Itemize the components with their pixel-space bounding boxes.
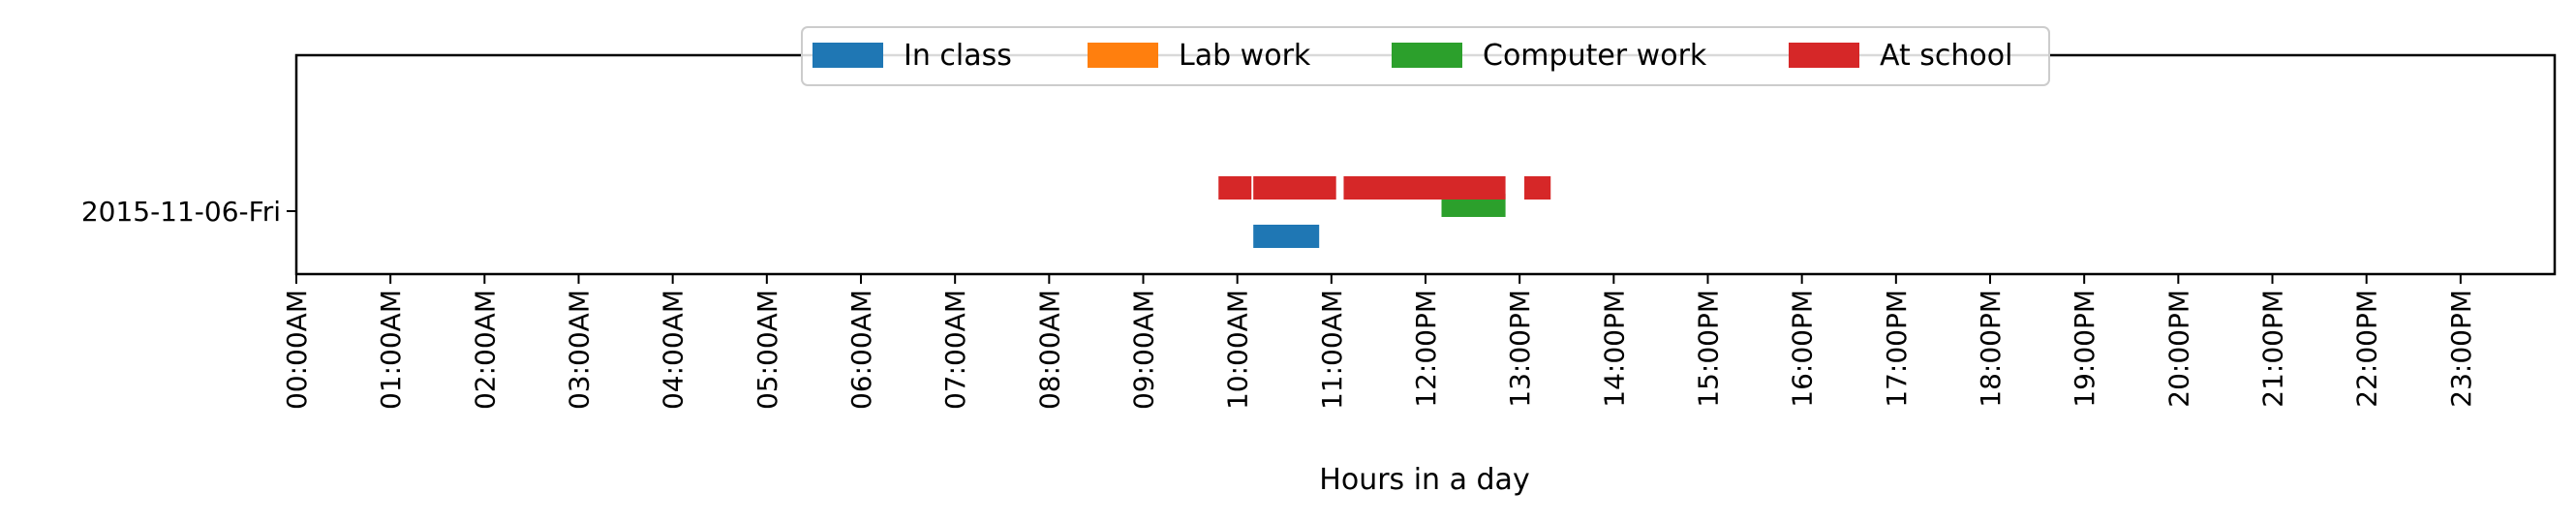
bar-at-school-0 <box>1218 176 1252 200</box>
x-tick-label: 07:00AM <box>939 290 971 410</box>
x-tick-label: 11:00AM <box>1316 290 1348 410</box>
legend-swatch-lab-work <box>1088 43 1158 68</box>
bar-at-school-3 <box>1524 176 1551 200</box>
x-axis-title: Hours in a day <box>1319 463 1529 497</box>
x-tick-label: 09:00AM <box>1128 290 1160 410</box>
legend-swatch-computer-work <box>1392 43 1462 68</box>
bar-at-school-2 <box>1343 176 1506 200</box>
legend-label-computer-work: Computer work <box>1483 39 1707 73</box>
x-tick-label: 17:00PM <box>1881 290 1913 408</box>
x-tick-label: 10:00AM <box>1222 290 1254 410</box>
legend: In class Lab work Computer work At school <box>801 26 2050 86</box>
x-tick-label: 21:00PM <box>2257 290 2289 408</box>
x-tick-label: 12:00PM <box>1410 290 1442 408</box>
legend-swatch-in-class <box>813 43 883 68</box>
legend-swatch-at-school <box>1789 43 1859 68</box>
x-tick-label: 23:00PM <box>2445 290 2477 408</box>
x-tick-label: 13:00PM <box>1504 290 1536 408</box>
x-tick-label: 06:00AM <box>845 290 877 410</box>
x-tick-label: 03:00AM <box>564 290 596 410</box>
x-tick-label: 18:00PM <box>1975 290 2007 408</box>
plot-layer <box>1218 176 1551 248</box>
legend-label-in-class: In class <box>904 39 1012 73</box>
bar-in-class-0 <box>1253 225 1320 248</box>
x-tick-label: 15:00PM <box>1693 290 1725 408</box>
legend-label-at-school: At school <box>1880 39 2012 73</box>
x-tick-label: 22:00PM <box>2351 290 2383 408</box>
legend-label-lab-work: Lab work <box>1179 39 1311 73</box>
y-tick-label: 2015-11-06-Fri <box>81 196 281 228</box>
x-tick-label: 19:00PM <box>2069 290 2101 408</box>
x-tick-label: 20:00PM <box>2162 290 2194 408</box>
x-tick-label: 00:00AM <box>281 290 313 410</box>
x-tick-label: 08:00AM <box>1033 290 1065 410</box>
x-tick-label: 01:00AM <box>375 290 407 410</box>
x-tick-label: 04:00AM <box>658 290 690 410</box>
x-tick-label: 02:00AM <box>469 290 501 410</box>
x-tick-label: 14:00PM <box>1598 290 1630 408</box>
x-tick-label: 16:00PM <box>1787 290 1819 408</box>
x-tick-label: 05:00AM <box>751 290 783 410</box>
bar-at-school-1 <box>1253 176 1336 200</box>
